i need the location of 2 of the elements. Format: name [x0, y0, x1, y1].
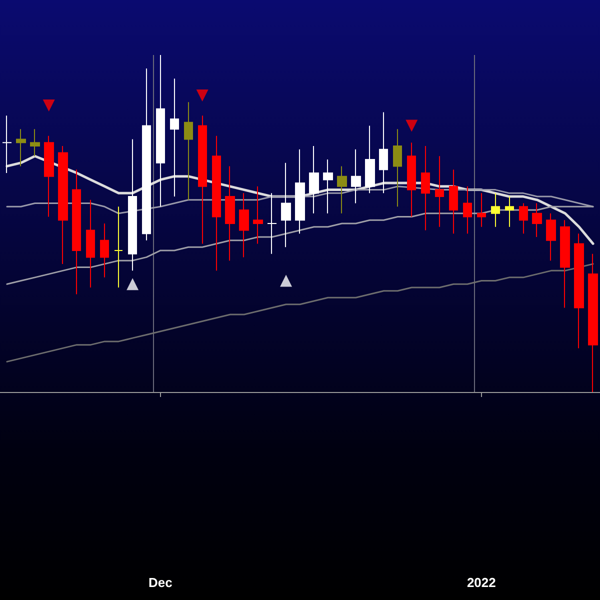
x-tick-label: Dec — [148, 575, 172, 590]
x-tick-label: 2022 — [466, 575, 496, 590]
